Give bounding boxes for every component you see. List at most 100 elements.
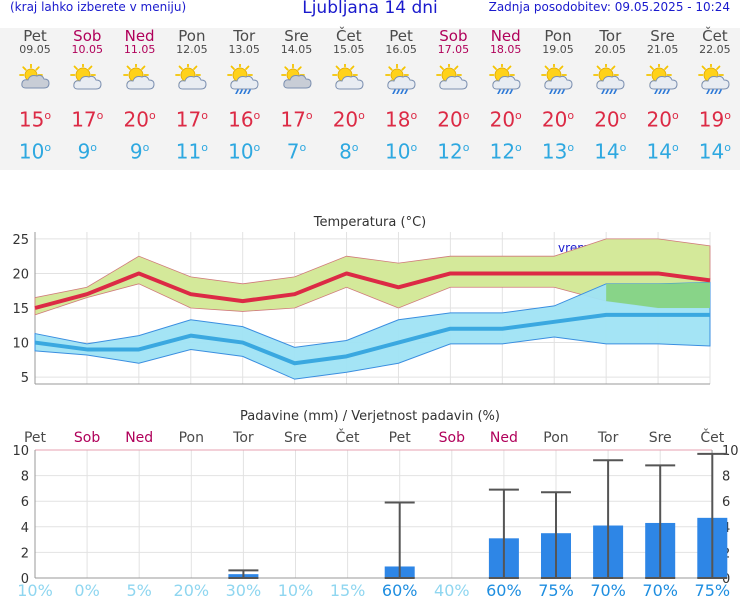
precip-error-bar bbox=[384, 501, 415, 579]
sun-rain-icon bbox=[541, 64, 573, 94]
min-temperature: 9o bbox=[129, 139, 150, 164]
sun-cloud-icon bbox=[174, 64, 207, 90]
day-date: 10.05 bbox=[71, 43, 104, 56]
min-temperature: 10o bbox=[18, 139, 52, 164]
day-date: 18.05 bbox=[489, 43, 522, 56]
precip-error-bar bbox=[697, 452, 728, 579]
max-temperature: 20o bbox=[123, 107, 156, 132]
min-temperature: 11o bbox=[175, 139, 208, 164]
day-label: Čet bbox=[700, 428, 724, 446]
y-tick-label: 2 bbox=[21, 546, 29, 561]
day-name: Čet bbox=[702, 27, 728, 45]
day-label: Ned bbox=[490, 430, 518, 446]
sun-cloud-icon bbox=[436, 64, 468, 90]
day-label: Tor bbox=[232, 430, 254, 446]
precip-probability: 40% bbox=[434, 581, 470, 596]
y-tick-label: 4 bbox=[21, 521, 29, 536]
precip-probability: 0% bbox=[74, 581, 99, 596]
day-label: Pet bbox=[389, 430, 412, 446]
min-temperature: 9o bbox=[77, 139, 98, 164]
page-header: (kraj lahko izberete v meniju) Ljubljana… bbox=[0, 0, 740, 22]
forecast-day: Ned 18.05 20o 12o bbox=[479, 28, 533, 163]
y-tick-label-right: 0 bbox=[722, 572, 730, 587]
min-temperature: 12o bbox=[437, 139, 470, 164]
last-update-label: Zadnja posodobitev: 09.05.2025 - 10:24 bbox=[488, 0, 730, 14]
page-title: Ljubljana 14 dni bbox=[302, 0, 438, 18]
band-overlap bbox=[606, 282, 710, 308]
precip-probability: 20% bbox=[174, 581, 210, 596]
day-name: Tor bbox=[233, 27, 256, 45]
min-temp-line bbox=[34, 312, 710, 366]
precip-probability: 10% bbox=[17, 581, 53, 596]
max-temperature: 16o bbox=[228, 107, 261, 132]
y-tick-label: 15 bbox=[12, 302, 29, 317]
max-temperature: 18o bbox=[385, 107, 418, 132]
forecast-day: Čet 15.05 20o 8o bbox=[322, 28, 376, 163]
max-temperature: 20o bbox=[594, 107, 627, 132]
y-tick-label-right: 6 bbox=[722, 495, 730, 510]
day-name: Ned bbox=[124, 27, 155, 45]
day-label: Pet bbox=[24, 430, 47, 446]
precip-chart-title: Padavine (mm) / Verjetnost padavin (%) bbox=[240, 409, 500, 424]
precip-error-bar bbox=[645, 464, 676, 579]
forecast-day: Pon 12.05 17o 11o bbox=[165, 28, 219, 163]
forecast-day: Sre 14.05 17o 7o bbox=[270, 28, 324, 163]
precip-probability: 15% bbox=[330, 581, 366, 596]
daily-forecast-strip: Pet 09.05 15o 10o Sob 10.05 17o 9o Ned 11.05 20o 9o… bbox=[0, 28, 740, 170]
forecast-day: Pet 09.05 15o 10o bbox=[8, 28, 62, 163]
y-tick-label: 20 bbox=[12, 267, 29, 282]
precip-probability: 75% bbox=[538, 581, 574, 596]
day-label: Tor bbox=[597, 430, 619, 446]
day-date: 22.05 bbox=[699, 43, 731, 56]
max-temperature: 15o bbox=[18, 107, 52, 132]
max-temperature: 20o bbox=[646, 107, 679, 132]
forecast-day: Pon 19.05 20o 13o bbox=[531, 28, 585, 163]
day-date: 09.05 bbox=[19, 43, 51, 56]
partly-cloudy-icon bbox=[19, 64, 50, 89]
precip-error-bar bbox=[488, 488, 519, 579]
precipitation-chart: Padavine (mm) / Verjetnost padavin (%) Pe… bbox=[12, 409, 738, 596]
min-temperature: 12o bbox=[489, 139, 522, 164]
y-tick-label: 5 bbox=[21, 371, 29, 386]
day-name: Sob bbox=[73, 27, 102, 45]
sun-rain-icon bbox=[227, 64, 259, 94]
day-name: Čet bbox=[336, 27, 362, 45]
day-name: Pon bbox=[544, 27, 572, 45]
day-name: Pet bbox=[23, 27, 47, 45]
y-tick-label: 10 bbox=[12, 337, 29, 352]
forecast-day: Sob 17.05 20o 12o bbox=[426, 28, 480, 163]
max-temperature: 20o bbox=[489, 107, 522, 132]
y-tick-label: 0 bbox=[21, 572, 29, 587]
min-temperature: 10o bbox=[228, 139, 261, 164]
day-date: 19.05 bbox=[542, 43, 574, 56]
day-label: Pon bbox=[543, 430, 568, 446]
day-date: 17.05 bbox=[437, 43, 470, 56]
day-date: 20.05 bbox=[594, 43, 627, 56]
day-name: Sre bbox=[284, 27, 309, 45]
day-name: Pon bbox=[178, 27, 206, 45]
day-date: 11.05 bbox=[123, 43, 156, 56]
y-tick-label: 8 bbox=[21, 470, 29, 485]
forecast-day: Tor 20.05 20o 14o bbox=[583, 28, 637, 163]
day-date: 21.05 bbox=[646, 43, 679, 56]
rain-cloud-icon bbox=[385, 64, 416, 94]
min-temperature: 7o bbox=[286, 139, 307, 164]
forecast-day: Tor 13.05 16o 10o bbox=[217, 28, 271, 163]
day-label: Sob bbox=[74, 430, 100, 446]
max-temp-line bbox=[34, 271, 711, 310]
sun-rain-icon bbox=[645, 64, 678, 94]
forecast-day: Pet 16.05 18o 10o bbox=[374, 28, 428, 163]
min-temperature: 10o bbox=[385, 139, 418, 164]
forecast-day: Sob 10.05 17o 9o bbox=[60, 28, 114, 163]
location-menu-hint[interactable]: (kraj lahko izberete v meniju) bbox=[10, 0, 187, 14]
day-label: Sre bbox=[284, 430, 307, 446]
max-temperature: 19o bbox=[698, 107, 731, 132]
day-label: Ned bbox=[125, 430, 153, 446]
y-tick-label: 6 bbox=[21, 495, 29, 510]
min-temperature: 14o bbox=[646, 139, 679, 164]
forecast-day: Sre 21.05 20o 14o bbox=[636, 28, 690, 163]
forecast-day: Čet 22.05 19o 14o bbox=[688, 28, 740, 163]
min-temperature: 14o bbox=[594, 139, 627, 164]
day-name: Tor bbox=[599, 27, 622, 45]
min-temperature: 13o bbox=[541, 139, 575, 164]
